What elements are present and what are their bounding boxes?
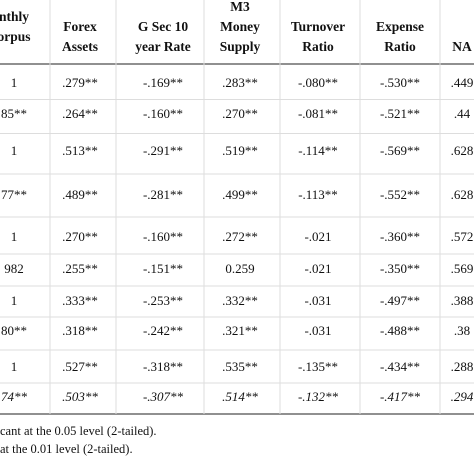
header-cell: Money bbox=[220, 19, 260, 34]
table-cell: -.417** bbox=[380, 389, 421, 404]
table-cell: .279** bbox=[62, 75, 98, 90]
table-cell: -.031 bbox=[304, 293, 331, 308]
header-cell: Forex bbox=[63, 19, 97, 34]
table-cell: -.242** bbox=[143, 323, 183, 338]
table-cell: 1 bbox=[11, 229, 18, 244]
header-cell: Turnover bbox=[291, 19, 345, 34]
table-cell: -.497** bbox=[380, 293, 420, 308]
table-cell: .321** bbox=[222, 323, 258, 338]
table-cell: .499** bbox=[222, 187, 258, 202]
table-cell: -.151** bbox=[143, 261, 183, 276]
table-cell: -.360** bbox=[380, 229, 420, 244]
table-cell: .318** bbox=[62, 323, 98, 338]
table-cell: -.350** bbox=[380, 261, 420, 276]
table-cell: .535** bbox=[222, 359, 258, 374]
table-cell: -.318** bbox=[143, 359, 183, 374]
table-cell: 1 bbox=[11, 293, 18, 308]
footnote: at the 0.01 level (2-tailed). bbox=[0, 442, 133, 456]
table-cell: -.135** bbox=[298, 359, 338, 374]
footnote: cant at the 0.05 level (2-tailed). bbox=[0, 424, 157, 438]
table-cell: .270** bbox=[62, 229, 98, 244]
table-cell: -.080** bbox=[298, 75, 338, 90]
table-cell: .628 bbox=[451, 187, 474, 202]
table-cell: 1 bbox=[11, 75, 18, 90]
table-cell: .449 bbox=[451, 75, 474, 90]
table-cell: .628 bbox=[451, 143, 474, 158]
header-cell: nthly bbox=[0, 9, 29, 24]
table-cell: .264** bbox=[62, 106, 98, 121]
table-cell: 982 bbox=[4, 261, 24, 276]
table-cell: .38 bbox=[454, 323, 470, 338]
header-cell: M3 bbox=[230, 0, 250, 14]
table-cell: -.569** bbox=[380, 143, 420, 158]
table-cell: .527** bbox=[62, 359, 98, 374]
table-cell: .519** bbox=[222, 143, 258, 158]
table-cell: .513** bbox=[62, 143, 98, 158]
table-cell: .272** bbox=[222, 229, 258, 244]
table-cell: -.434** bbox=[380, 359, 420, 374]
table-cell: 1 bbox=[11, 359, 18, 374]
table-cell: -.160** bbox=[143, 229, 183, 244]
table-cell: 1 bbox=[11, 143, 18, 158]
table-cell: .255** bbox=[62, 261, 98, 276]
table-cell: -.291** bbox=[143, 143, 183, 158]
table-cell: .44 bbox=[454, 106, 471, 121]
table-cell: -.281** bbox=[143, 187, 183, 202]
table-cell: 74** bbox=[1, 389, 28, 404]
table-cell: 0.259 bbox=[225, 261, 254, 276]
table-cell: 77** bbox=[1, 187, 27, 202]
table-cell: .333** bbox=[62, 293, 98, 308]
table-cell: 80** bbox=[1, 323, 27, 338]
table-cell: -.530** bbox=[380, 75, 420, 90]
table-cell: .388 bbox=[451, 293, 474, 308]
table-cell: -.021 bbox=[304, 261, 331, 276]
header-cell: orpus bbox=[0, 29, 31, 44]
table-cell: -.169** bbox=[143, 75, 183, 90]
table-cell: -.253** bbox=[143, 293, 183, 308]
table-cell: -.132** bbox=[298, 389, 339, 404]
table-cell: .270** bbox=[222, 106, 258, 121]
table-cell: .514** bbox=[222, 389, 258, 404]
table-cell: .489** bbox=[62, 187, 98, 202]
table-cell: -.113** bbox=[298, 187, 338, 202]
table-cell: -.081** bbox=[298, 106, 338, 121]
table-cell: .288 bbox=[451, 359, 474, 374]
table-cell: -.114** bbox=[298, 143, 338, 158]
table-cell: -.160** bbox=[143, 106, 183, 121]
table-cell: .332** bbox=[222, 293, 258, 308]
table-cell: .294 bbox=[451, 389, 474, 404]
header-cell: year Rate bbox=[135, 39, 191, 54]
table-cell: -.021 bbox=[304, 229, 331, 244]
table-cell: .503** bbox=[62, 389, 98, 404]
header-cell: G Sec 10 bbox=[138, 19, 188, 34]
table-cell: .283** bbox=[222, 75, 258, 90]
table-cell: -.521** bbox=[380, 106, 420, 121]
table-cell: .569 bbox=[451, 261, 474, 276]
header-cell: NA bbox=[452, 39, 472, 54]
table-cell: 85** bbox=[1, 106, 27, 121]
header-cell: Assets bbox=[62, 39, 98, 54]
header-cell: Expense bbox=[376, 19, 424, 34]
header-cell: Supply bbox=[220, 39, 261, 54]
table-cell: -.552** bbox=[380, 187, 420, 202]
header-cell: Ratio bbox=[384, 39, 416, 54]
table-cell: -.488** bbox=[380, 323, 420, 338]
table-cell: -.031 bbox=[304, 323, 331, 338]
table-cell: .572 bbox=[451, 229, 474, 244]
header-cell: Ratio bbox=[302, 39, 334, 54]
table-cell: -.307** bbox=[143, 389, 184, 404]
